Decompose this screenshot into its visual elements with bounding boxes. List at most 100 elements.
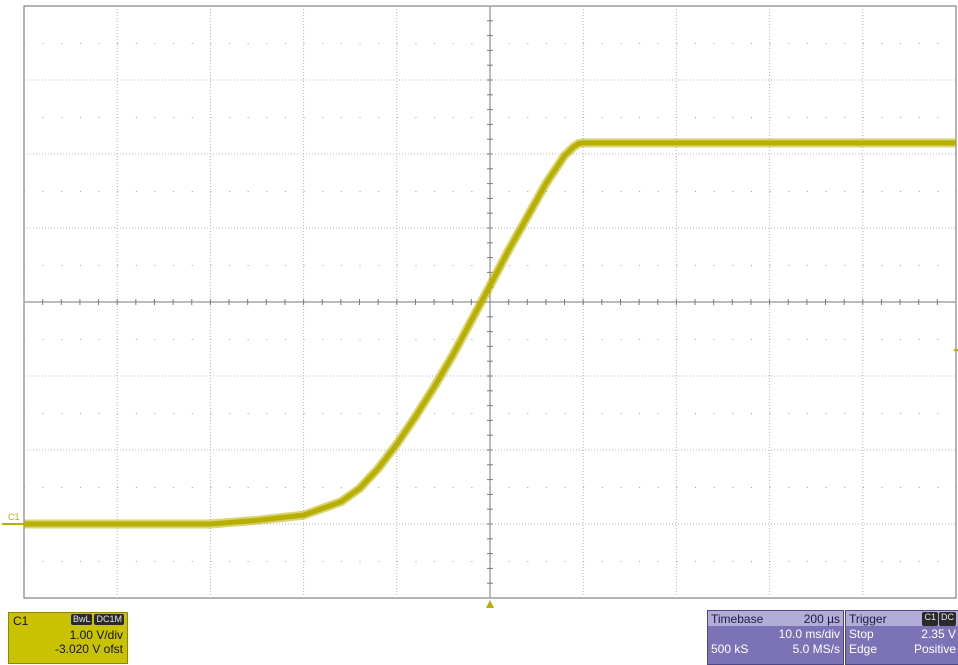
grid-dot <box>639 117 641 118</box>
grid-dot <box>900 339 902 340</box>
grid-dot <box>732 487 734 488</box>
trigger-label: Trigger <box>849 612 887 626</box>
grid-dot <box>527 117 529 118</box>
grid-dot <box>657 265 659 266</box>
grid-dot <box>173 561 175 562</box>
grid-dot <box>918 117 920 118</box>
grid-dot <box>415 265 417 266</box>
timebase-label: Timebase <box>711 612 764 626</box>
grid-dot <box>788 191 790 192</box>
grid-dot <box>61 413 63 414</box>
grid-dot <box>266 43 268 44</box>
grid-dot <box>340 191 342 192</box>
grid-dot <box>695 413 697 414</box>
grid-dot <box>750 117 752 118</box>
grid-dot <box>98 413 100 414</box>
grid-dot <box>284 191 286 192</box>
grid-dot <box>601 117 603 118</box>
grid-dot <box>266 191 268 192</box>
grid-dot <box>750 413 752 414</box>
channel-1-descriptor[interactable]: C1 BwL DC1M 1.00 V/div -3.020 V ofst <box>8 612 128 664</box>
grid-dot <box>881 265 883 266</box>
grid-dot <box>639 265 641 266</box>
grid-dot <box>415 339 417 340</box>
grid-dot <box>490 43 491 44</box>
grid-dot <box>490 265 491 266</box>
grid-dot <box>434 43 436 44</box>
grid-dot <box>844 339 846 340</box>
grid-dot <box>750 487 752 488</box>
grid-dot <box>937 265 939 266</box>
grid-dot <box>583 265 585 266</box>
grid-dot <box>825 43 827 44</box>
grid-dot <box>61 43 63 44</box>
grid-dot <box>937 339 939 340</box>
grid-dot <box>322 191 324 192</box>
grid-dot <box>732 191 734 192</box>
grid-dot <box>266 413 268 414</box>
grid-dot <box>24 487 25 488</box>
grid-dot <box>601 561 603 562</box>
grid-dot <box>247 413 249 414</box>
grid-dot <box>210 413 212 414</box>
grid-dot <box>956 43 957 44</box>
bandwidth-limit-badge: BwL <box>70 614 93 625</box>
grid-dot <box>24 43 25 44</box>
grid-dot <box>900 265 902 266</box>
grid-dot <box>210 561 212 562</box>
grid-dot <box>545 413 547 414</box>
grid-dot <box>862 265 864 266</box>
grid-dot <box>98 561 100 562</box>
grid-dot <box>583 487 585 488</box>
grid-dot <box>359 43 361 44</box>
grid-dot <box>490 487 491 488</box>
trigger-mode: Stop <box>849 627 874 641</box>
grid-dot <box>806 117 808 118</box>
grid-dot <box>303 487 305 488</box>
grid-dot <box>695 487 697 488</box>
timebase-descriptor[interactable]: Timebase 200 µs 10.0 ms/div 500 kS 5.0 M… <box>707 610 844 665</box>
grid-dot <box>881 43 883 44</box>
grid-dot <box>806 191 808 192</box>
grid-dot <box>769 265 771 266</box>
grid-dot <box>806 487 808 488</box>
markers: C1 <box>2 349 958 608</box>
grid-dot <box>750 265 752 266</box>
grid-dot <box>844 191 846 192</box>
grid-dot <box>583 413 585 414</box>
grid-dot <box>695 43 697 44</box>
grid-dot <box>396 339 398 340</box>
grid-dot <box>191 117 193 118</box>
grid-dot <box>434 487 436 488</box>
grid-dot <box>657 117 659 118</box>
grid-dot <box>284 413 286 414</box>
grid-dot <box>788 265 790 266</box>
grid-dot <box>918 339 920 340</box>
grid-dot <box>229 413 231 414</box>
grid-dot <box>471 117 473 118</box>
grid-dot <box>583 339 585 340</box>
waveform-display: C1 <box>2 5 958 608</box>
grid-dot <box>639 413 641 414</box>
grid-dot <box>173 413 175 414</box>
grid-dot <box>676 43 678 44</box>
grid-dot <box>583 117 585 118</box>
grid-dot <box>284 117 286 118</box>
grid-dot <box>508 413 510 414</box>
grid-dot <box>601 487 603 488</box>
grid-dot <box>639 339 641 340</box>
grid-dot <box>881 191 883 192</box>
grid-dot <box>173 191 175 192</box>
grid-dot <box>452 561 454 562</box>
grid-dot <box>806 561 808 562</box>
grid-dot <box>229 487 231 488</box>
grid-dot <box>825 487 827 488</box>
grid-dot <box>881 561 883 562</box>
grid-dot <box>639 561 641 562</box>
grid-dot <box>266 339 268 340</box>
grid-dot <box>545 265 547 266</box>
grid-dot <box>154 413 156 414</box>
grid-dot <box>769 117 771 118</box>
trigger-descriptor[interactable]: Trigger C1 DC Stop 2.35 V Edge Positive <box>845 610 958 665</box>
grid-dot <box>862 561 864 562</box>
